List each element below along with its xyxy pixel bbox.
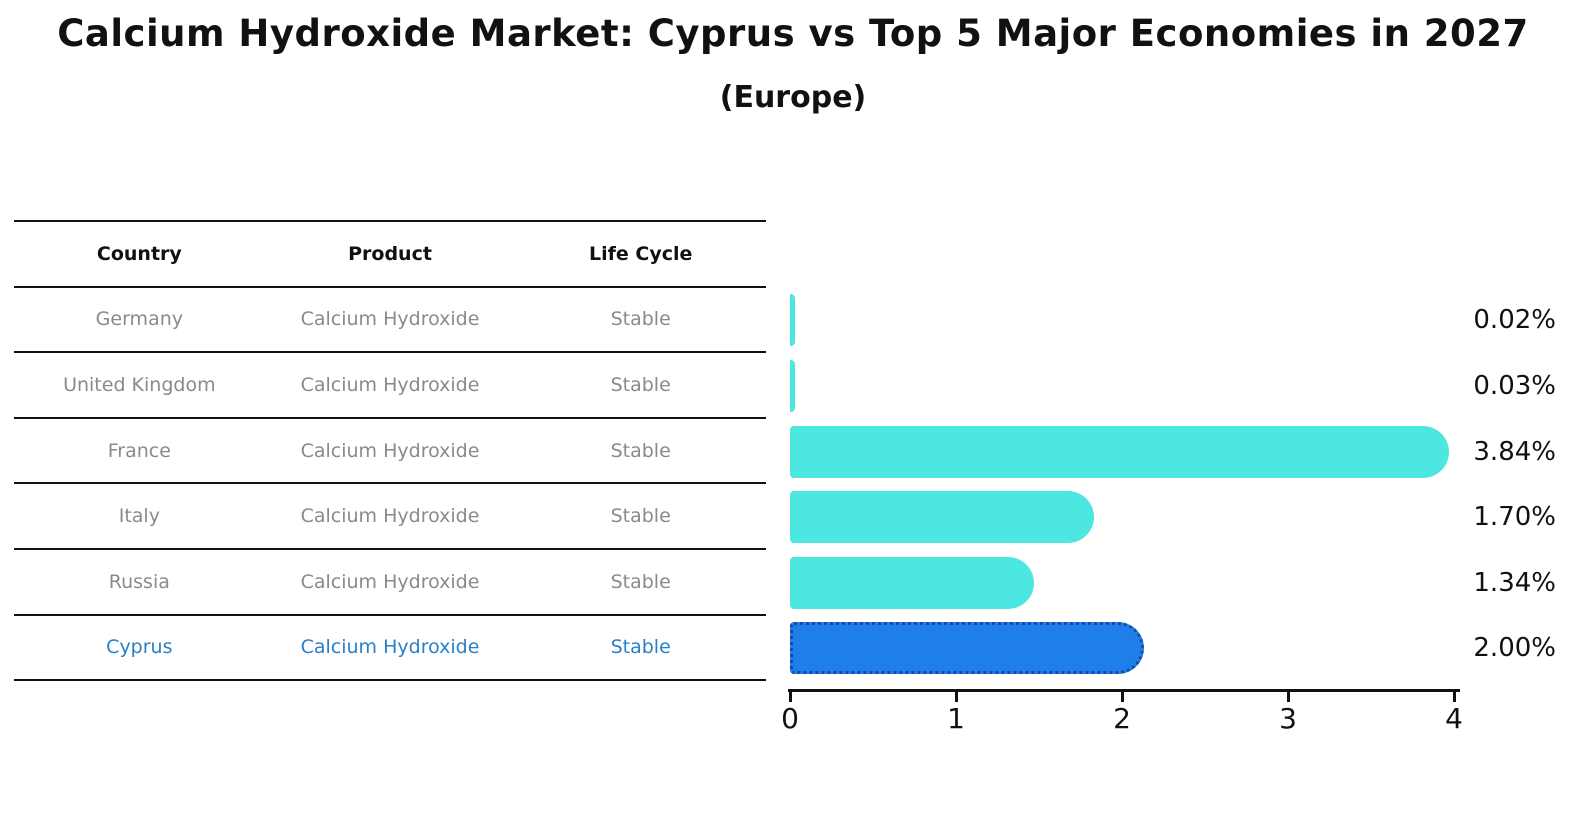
value-label-germany: 0.02% — [1473, 305, 1556, 336]
cell-country: Russia — [108, 570, 170, 593]
x-axis-tick-label-4: 4 — [1445, 702, 1463, 735]
bar-italy — [790, 491, 1095, 544]
bar-germany — [790, 294, 795, 347]
cell-life-cycle: Stable — [610, 505, 671, 528]
x-axis-line — [788, 689, 1460, 692]
value-label-united-kingdom: 0.03% — [1473, 371, 1556, 401]
cell-product: Calcium Hydroxide — [300, 505, 480, 528]
cell-product: Calcium Hydroxide — [300, 439, 480, 462]
bar-united-kingdom — [790, 360, 795, 412]
cell-country: Germany — [95, 308, 183, 331]
cell-life-cycle: Stable — [610, 308, 671, 331]
cell-country: United Kingdom — [63, 373, 216, 396]
table-row-germany: Germany Calcium Hydroxide Stable — [14, 288, 766, 354]
table-row-united-kingdom: United Kingdom Calcium Hydroxide Stable — [14, 353, 766, 419]
table-row-italy: Italy Calcium Hydroxide Stable — [14, 484, 766, 550]
table-header-row: Country Product Life Cycle — [14, 222, 766, 288]
table-body: Germany Calcium Hydroxide Stable United Kin… — [14, 288, 766, 682]
cell-product: Calcium Hydroxide — [300, 373, 480, 396]
column-header-product: Product — [348, 242, 432, 265]
x-axis-tick-3 — [1286, 692, 1290, 702]
column-header-country: Country — [96, 242, 182, 265]
page-subtitle: (Europe) — [719, 80, 867, 115]
cell-life-cycle: Stable — [610, 570, 671, 593]
cell-life-cycle: Stable — [610, 439, 671, 462]
cell-country: France — [107, 439, 171, 462]
x-axis-tick-0 — [788, 692, 792, 702]
x-axis-tick-label-1: 1 — [947, 702, 965, 735]
column-header-life-cycle: Life Cycle — [588, 242, 693, 265]
cell-product: Calcium Hydroxide — [300, 636, 480, 659]
x-axis-tick-4 — [1452, 692, 1456, 702]
x-axis-tick-label-3: 3 — [1279, 702, 1297, 735]
value-label-russia: 1.34% — [1473, 567, 1556, 598]
table-row-france: France Calcium Hydroxide Stable — [14, 419, 766, 485]
table-row-russia: Russia Calcium Hydroxide Stable — [14, 550, 766, 616]
cell-country: Italy — [118, 505, 160, 528]
bar-cyprus — [790, 622, 1144, 675]
x-axis-tick-label-2: 2 — [1113, 702, 1131, 735]
table-row-cyprus: Cyprus Calcium Hydroxide Stable — [14, 616, 766, 682]
value-label-italy: 1.70% — [1473, 502, 1556, 533]
x-axis-tick-1 — [954, 692, 958, 702]
cell-life-cycle: Stable — [610, 373, 671, 396]
page-title: Calcium Hydroxide Market: Cyprus vs Top … — [57, 12, 1529, 55]
value-label-france: 3.84% — [1473, 436, 1556, 467]
bar-russia — [790, 556, 1035, 609]
cell-product: Calcium Hydroxide — [300, 570, 480, 593]
bar-france — [790, 425, 1450, 478]
x-axis-tick-label-0: 0 — [781, 702, 799, 735]
value-label-cyprus: 2.00% — [1473, 633, 1556, 664]
cell-product: Calcium Hydroxide — [300, 308, 480, 331]
cell-life-cycle: Stable — [610, 636, 671, 659]
country-table: Country Product Life Cycle Germany Calciu… — [14, 220, 766, 682]
cell-country: Cyprus — [106, 636, 173, 659]
x-axis-tick-2 — [1120, 692, 1124, 702]
